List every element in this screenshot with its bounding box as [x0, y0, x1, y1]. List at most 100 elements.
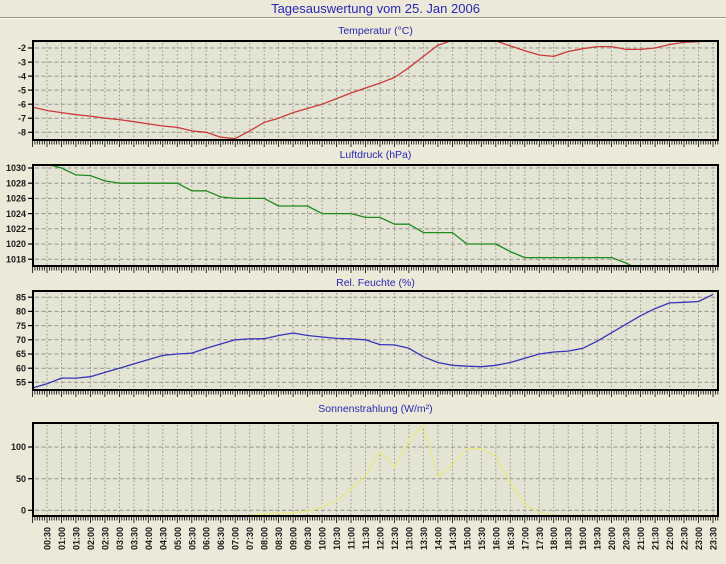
- luftdruck-series-line: [51, 166, 632, 265]
- chart-title-temperatur: Temperatur (°C): [338, 25, 413, 37]
- rel-feuchte-y-tick-label: 85: [16, 292, 26, 302]
- x-tick-label: 20:30: [622, 527, 632, 550]
- x-tick-label: 10:30: [332, 527, 342, 550]
- sonnenstrahlung-v-gridlines: [46, 425, 714, 515]
- rel-feuchte-plot-border: [32, 290, 719, 391]
- rel-feuchte-panel: 85 80 75 70 65 60 55: [16, 290, 719, 397]
- sonnenstrahlung-y-tick-label: 100: [11, 442, 26, 452]
- chart-title-rel-feuchte: Rel. Feuchte (%): [336, 277, 415, 289]
- x-tick-label: 03:00: [115, 527, 125, 550]
- x-tick-label: 15:00: [462, 527, 472, 550]
- luftdruck-v-gridlines: [46, 167, 714, 265]
- x-tick-label: 04:30: [158, 527, 168, 550]
- rel-feuchte-y-tick-label: 55: [16, 378, 26, 388]
- rel-feuchte-y-tick-label: 75: [16, 321, 26, 331]
- rel-feuchte-x-tick-comb: [32, 391, 719, 397]
- luftdruck-plot-area: [33, 165, 718, 266]
- x-tick-label: 06:30: [216, 527, 226, 550]
- x-tick-label: 04:00: [144, 527, 154, 550]
- x-tick-label: 19:30: [593, 527, 603, 550]
- x-tick-label: 08:30: [274, 527, 284, 550]
- x-tick-label: 05:00: [173, 527, 183, 550]
- sonnenstrahlung-plot-area: [33, 423, 718, 516]
- luftdruck-y-tick-label: 1020: [6, 239, 26, 249]
- x-tick-label: 03:30: [129, 527, 139, 550]
- x-tick-label: 07:00: [231, 527, 241, 550]
- x-tick-label: 08:00: [260, 527, 270, 550]
- rel-feuchte-y-tick-label: 60: [16, 363, 26, 373]
- temperatur-y-tick-label: -8: [18, 128, 26, 138]
- luftdruck-y-tick-label: 1026: [6, 194, 26, 204]
- temperatur-y-tick-label: -7: [18, 113, 26, 123]
- sonnenstrahlung-y-tick-label: 0: [21, 506, 26, 516]
- x-tick-label: 09:00: [289, 527, 299, 550]
- x-tick-label: 18:30: [564, 527, 574, 550]
- x-tick-label: 10:00: [318, 527, 328, 550]
- x-tick-label: 12:30: [390, 527, 400, 550]
- luftdruck-x-tick-comb: [32, 267, 719, 273]
- temperatur-y-tick-label: -2: [18, 43, 26, 53]
- temperatur-y-tick-label: -3: [18, 57, 26, 67]
- x-tick-label: 22:00: [665, 527, 675, 550]
- luftdruck-y-tick-label: 1028: [6, 178, 26, 188]
- x-tick-label: 12:00: [376, 527, 386, 550]
- luftdruck-panel: 1030 1028 1026 1024 1022 1020 1018: [6, 163, 719, 273]
- temperatur-x-tick-comb: [32, 141, 719, 147]
- rel-feuchte-series-line: [34, 293, 714, 389]
- rel-feuchte-plot-area: [33, 291, 718, 390]
- sonnenstrahlung-plot-border: [32, 422, 719, 517]
- title-divider-highlight: [0, 18, 726, 19]
- x-tick-label: 21:30: [651, 527, 661, 550]
- x-axis-time-labels: 00:30 01:00 01:30 02:00 02:30 03:00 03:30 04:00…: [43, 527, 719, 550]
- sonnenstrahlung-y-tick-label: 50: [16, 474, 26, 484]
- temperatur-y-tick-label: -4: [18, 71, 26, 81]
- x-tick-label: 00:30: [43, 527, 53, 550]
- x-tick-label: 17:30: [535, 527, 545, 550]
- x-tick-label: 05:30: [187, 527, 197, 550]
- x-tick-label: 11:00: [347, 527, 357, 550]
- temperatur-panel: -2 -3 -4 -5 -6 -7 -8: [18, 40, 719, 147]
- rel-feuchte-h-gridlines: 85 80 75 70 65 60 55: [16, 292, 717, 388]
- rel-feuchte-y-tick-label: 80: [16, 307, 26, 317]
- sonnenstrahlung-series-line: [34, 424, 713, 515]
- x-tick-label: 21:00: [636, 527, 646, 550]
- chart-title-luftdruck: Luftdruck (hPa): [339, 149, 412, 161]
- luftdruck-y-tick-label: 1018: [6, 254, 26, 264]
- x-tick-label: 23:30: [709, 527, 719, 550]
- sonnenstrahlung-x-tick-comb: [32, 517, 719, 523]
- x-tick-label: 19:00: [578, 527, 588, 550]
- x-tick-label: 02:30: [100, 527, 110, 550]
- temperatur-y-tick-label: -5: [18, 85, 26, 95]
- x-tick-label: 17:00: [520, 527, 530, 550]
- chart-title-sonnenstrahlung: Sonnenstrahlung (W/m²): [318, 403, 433, 415]
- x-tick-label: 01:30: [71, 527, 81, 550]
- x-tick-label: 01:00: [57, 527, 67, 550]
- temperatur-y-tick-label: -6: [18, 99, 26, 109]
- x-tick-label: 13:30: [419, 527, 429, 550]
- title-divider: [0, 17, 726, 18]
- luftdruck-y-tick-label: 1024: [6, 209, 26, 219]
- x-tick-label: 14:00: [433, 527, 443, 550]
- sonnenstrahlung-h-gridlines: 100 50 0: [11, 442, 717, 516]
- temperatur-series-line: [34, 42, 703, 139]
- x-tick-label: 02:00: [86, 527, 96, 550]
- x-tick-label: 18:00: [549, 527, 559, 550]
- x-tick-label: 22:30: [680, 527, 690, 550]
- luftdruck-y-tick-label: 1022: [6, 224, 26, 234]
- x-tick-label: 11:30: [361, 527, 371, 550]
- x-tick-label: 09:30: [303, 527, 313, 550]
- x-tick-label: 16:00: [491, 527, 501, 550]
- x-tick-label: 20:00: [607, 527, 617, 550]
- x-tick-label: 15:30: [477, 527, 487, 550]
- x-tick-label: 06:00: [202, 527, 212, 550]
- rel-feuchte-y-tick-label: 70: [16, 335, 26, 345]
- x-tick-label: 07:30: [245, 527, 255, 550]
- luftdruck-y-tick-label: 1030: [6, 163, 26, 173]
- sonnenstrahlung-panel: 100 50 0: [11, 422, 719, 523]
- x-tick-label: 16:30: [506, 527, 516, 550]
- page-title: Tagesauswertung vom 25. Jan 2006: [271, 1, 480, 16]
- x-tick-label: 23:00: [694, 527, 704, 550]
- x-tick-label: 14:30: [448, 527, 458, 550]
